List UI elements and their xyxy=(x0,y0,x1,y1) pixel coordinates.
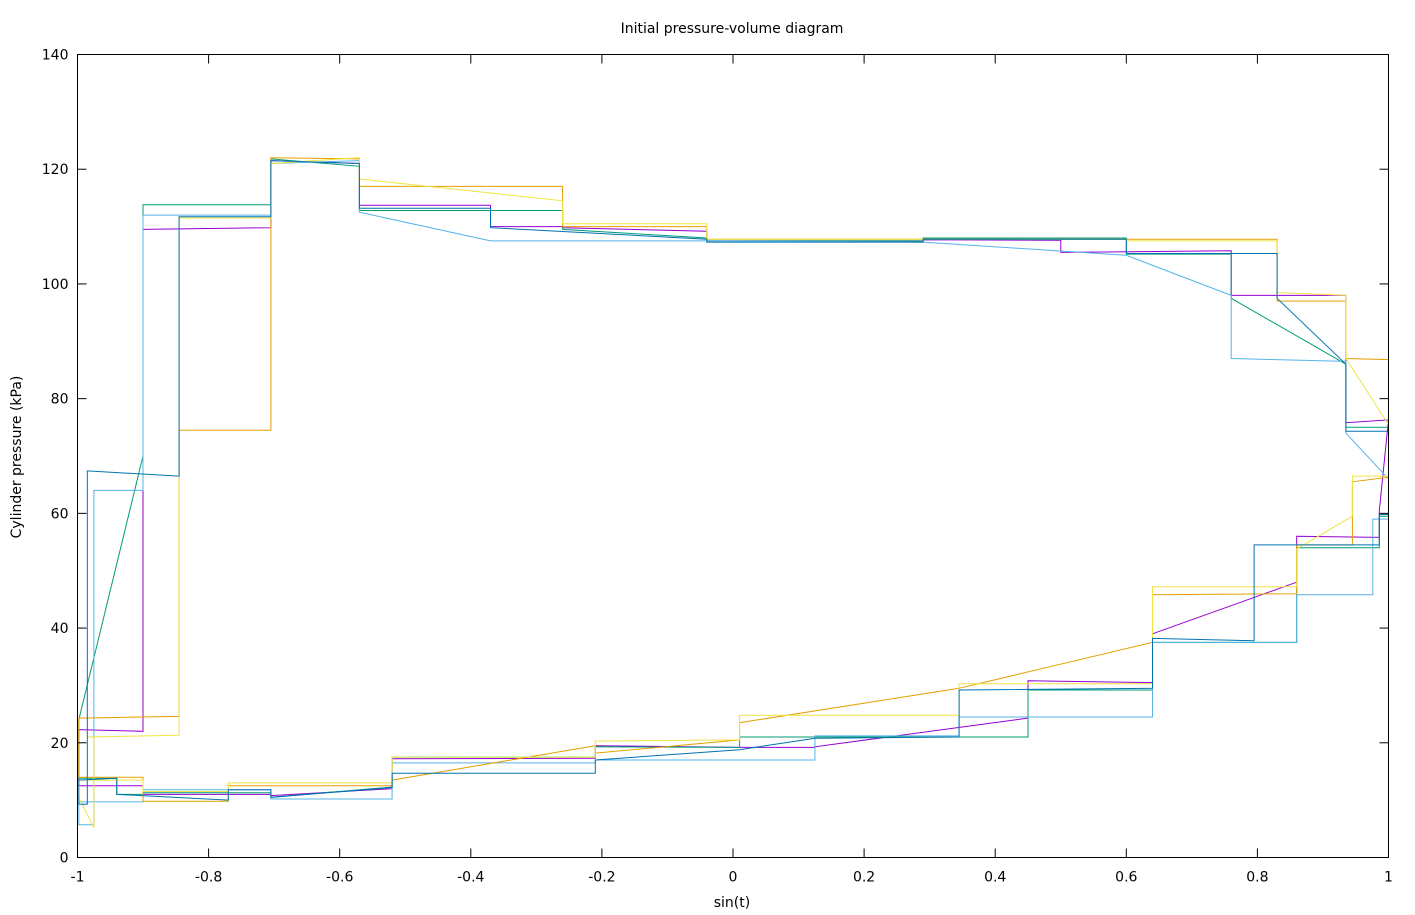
series-line-3 xyxy=(78,160,1389,826)
plot-frame xyxy=(77,54,1389,858)
chart-title: Initial pressure-volume diagram xyxy=(621,21,844,37)
x-tick-label: -0.8 xyxy=(195,870,222,886)
x-tick-label: -0.4 xyxy=(457,870,484,886)
y-tick-label: 60 xyxy=(51,506,69,522)
x-axis-ticks: -1 -0.8 -0.6 -0.4 -0.2 0 0.2 0.4 0.6 0.8 1 xyxy=(71,54,1393,886)
y-axis-ticks: 0 20 40 60 80 100 120 140 xyxy=(42,48,1389,867)
x-tick-label: 0.2 xyxy=(853,870,875,886)
x-tick-label: -1 xyxy=(71,870,85,886)
series-line-5 xyxy=(78,157,1389,828)
y-tick-label: 80 xyxy=(51,392,69,408)
y-tick-label: 120 xyxy=(42,162,69,178)
series-line-1 xyxy=(78,160,1390,797)
y-tick-label: 0 xyxy=(60,851,69,867)
y-axis-label: Cylinder pressure (kPa) xyxy=(9,376,25,539)
y-tick-label: 40 xyxy=(51,621,69,637)
y-tick-label: 100 xyxy=(42,277,69,293)
x-axis-label: sin(t) xyxy=(714,895,750,911)
series-group xyxy=(78,157,1390,828)
x-tick-label: 0 xyxy=(729,870,738,886)
series-line-2 xyxy=(78,158,1389,798)
series-line-6 xyxy=(78,160,1389,805)
x-tick-label: 0.8 xyxy=(1246,870,1268,886)
x-tick-label: -0.6 xyxy=(326,870,353,886)
x-tick-label: 0.6 xyxy=(1115,870,1137,886)
x-tick-label: -0.2 xyxy=(588,870,615,886)
y-tick-label: 140 xyxy=(42,48,69,64)
x-tick-label: 0.4 xyxy=(984,870,1006,886)
y-tick-label: 20 xyxy=(51,736,69,752)
x-tick-label: 1 xyxy=(1384,870,1393,886)
